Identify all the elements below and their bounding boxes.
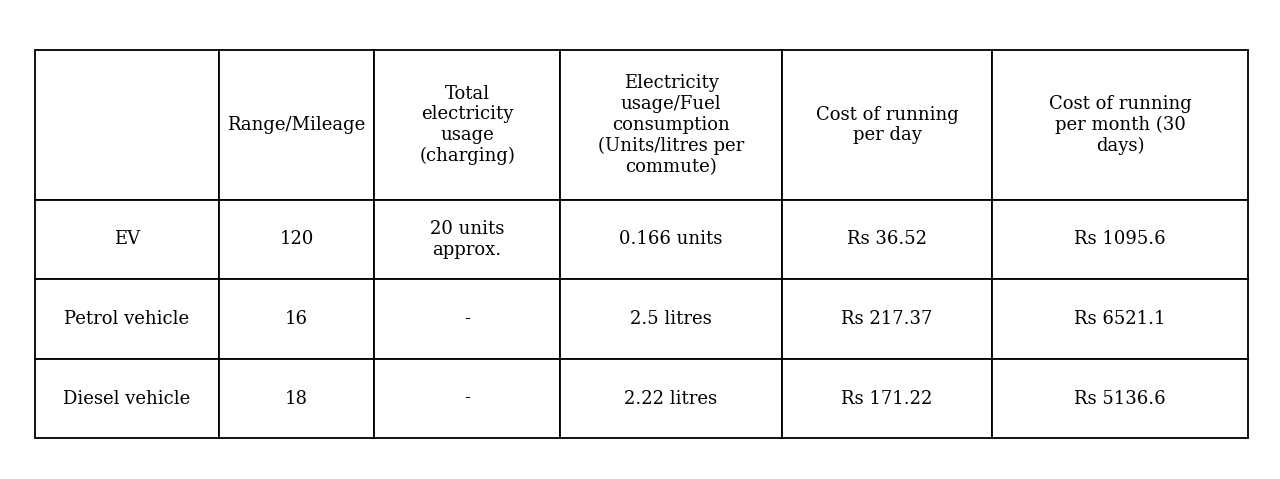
Bar — [374, 50, 559, 200]
Text: Rs 6521.1: Rs 6521.1 — [1074, 310, 1166, 328]
Bar — [782, 279, 992, 359]
Text: Diesel vehicle: Diesel vehicle — [63, 389, 191, 408]
Text: Range/Mileage: Range/Mileage — [228, 116, 366, 134]
Text: Rs 1095.6: Rs 1095.6 — [1074, 230, 1166, 249]
Bar — [35, 50, 219, 200]
Bar — [782, 359, 992, 438]
Text: 2.22 litres: 2.22 litres — [625, 389, 718, 408]
Bar — [782, 50, 992, 200]
Bar — [992, 359, 1248, 438]
Bar — [219, 200, 374, 279]
Bar — [35, 200, 219, 279]
Bar — [374, 279, 559, 359]
Bar — [559, 200, 782, 279]
Bar — [35, 359, 219, 438]
Bar — [559, 50, 782, 200]
Text: -: - — [465, 310, 470, 328]
Bar — [219, 359, 374, 438]
Bar — [992, 279, 1248, 359]
Text: Petrol vehicle: Petrol vehicle — [64, 310, 189, 328]
Bar — [992, 50, 1248, 200]
Text: Total
electricity
usage
(charging): Total electricity usage (charging) — [420, 85, 515, 165]
Bar — [559, 359, 782, 438]
Text: Rs 217.37: Rs 217.37 — [841, 310, 933, 328]
Text: 0.166 units: 0.166 units — [620, 230, 723, 249]
Text: Rs 5136.6: Rs 5136.6 — [1074, 389, 1166, 408]
Text: -: - — [465, 389, 470, 408]
Text: 16: 16 — [285, 310, 308, 328]
Bar — [374, 200, 559, 279]
Bar — [219, 50, 374, 200]
Text: Cost of running
per day: Cost of running per day — [815, 105, 959, 144]
Text: 20 units
approx.: 20 units approx. — [430, 220, 504, 259]
Text: Electricity
usage/Fuel
consumption
(Units/litres per
commute): Electricity usage/Fuel consumption (Unit… — [598, 74, 744, 176]
Bar — [992, 200, 1248, 279]
Text: Cost of running
per month (30
days): Cost of running per month (30 days) — [1048, 95, 1192, 155]
Text: 18: 18 — [285, 389, 308, 408]
Text: EV: EV — [114, 230, 140, 249]
Text: 120: 120 — [279, 230, 314, 249]
Text: Rs 171.22: Rs 171.22 — [841, 389, 933, 408]
Bar — [559, 279, 782, 359]
Bar — [374, 359, 559, 438]
Bar — [35, 279, 219, 359]
Bar — [782, 200, 992, 279]
Bar — [219, 279, 374, 359]
Text: Rs 36.52: Rs 36.52 — [847, 230, 927, 249]
Text: 2.5 litres: 2.5 litres — [630, 310, 712, 328]
